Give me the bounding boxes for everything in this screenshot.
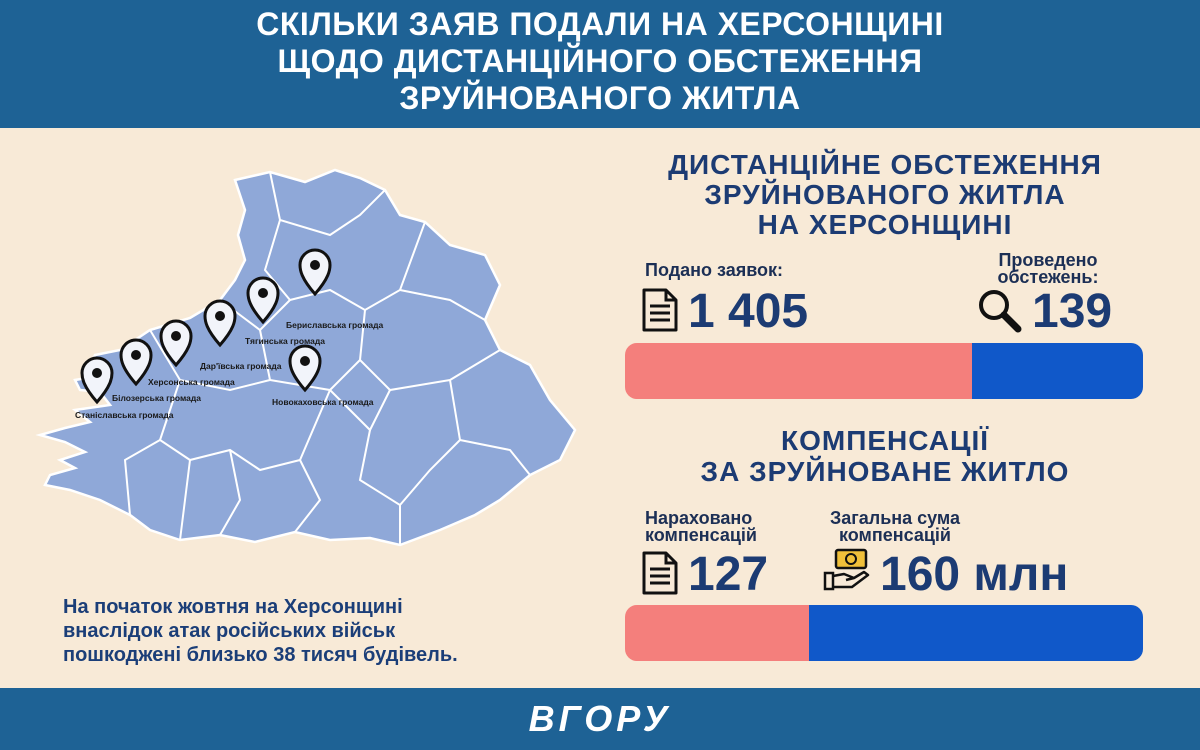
community-label: Бериславська громада bbox=[286, 320, 384, 330]
document-icon bbox=[642, 551, 678, 595]
inspection-section-title: ДИСТАНЦІЙНЕ ОБСТЕЖЕННЯ ЗРУЙНОВАНОГО ЖИТЛ… bbox=[620, 150, 1150, 240]
community-label: Станіславська громада bbox=[75, 410, 174, 420]
label-line: обстежень: bbox=[997, 267, 1099, 287]
label-line: Проведено bbox=[998, 250, 1098, 270]
label-line: компенсацій bbox=[839, 525, 951, 545]
page-title-line: ЩОДО ДИСТАНЦІЙНОГО ОБСТЕЖЕННЯ bbox=[277, 43, 923, 79]
map-pin-icon bbox=[119, 338, 153, 387]
label-line: Загальна сума bbox=[829, 508, 961, 528]
compensation-section-title: КОМПЕНСАЦІЇ ЗА ЗРУЙНОВАНЕ ЖИТЛО bbox=[620, 425, 1150, 487]
accrued-label: Нараховано компенсацій bbox=[645, 508, 757, 545]
community-label: Херсонська громада bbox=[148, 377, 235, 387]
map-pin-icon bbox=[159, 319, 193, 368]
community-label: Тягинська громада bbox=[245, 336, 325, 346]
note-line: пошкоджені близько 38 тисяч будівель. bbox=[63, 644, 458, 666]
compensation-progress-bar bbox=[625, 605, 1143, 661]
applications-label: Подано заявок: bbox=[645, 260, 784, 280]
magnifier-icon bbox=[979, 290, 1022, 333]
total-sum-value: 160 млн bbox=[880, 548, 1069, 601]
section-title-line: КОМПЕНСАЦІЇ bbox=[781, 425, 989, 456]
section-title-line: НА ХЕРСОНЩИНІ bbox=[757, 209, 1013, 240]
kherson-region-map: Бериславська громада Тягинська громада Д… bbox=[35, 168, 577, 547]
note-line: На початок жовтня на Херсонщині bbox=[63, 596, 403, 618]
damage-note: На початок жовтня на Херсонщині внаслідо… bbox=[63, 595, 583, 667]
page-title-line: СКІЛЬКИ ЗАЯВ ПОДАЛИ НА ХЕРСОНЩИНІ bbox=[256, 6, 944, 42]
community-label: Новокаховська громада bbox=[272, 397, 374, 407]
map-pins bbox=[80, 248, 332, 405]
inspections-bar-segment bbox=[972, 343, 1143, 399]
map-labels: Бериславська громада Тягинська громада Д… bbox=[75, 320, 384, 420]
page-title-line: ЗРУЙНОВАНОГО ЖИТЛА bbox=[399, 80, 801, 116]
section-title-line: ЗА ЗРУЙНОВАНЕ ЖИТЛО bbox=[700, 456, 1070, 487]
map-pin-icon bbox=[203, 299, 237, 348]
inspections-label: Проведено обстежень: bbox=[978, 250, 1118, 287]
header-banner: СКІЛЬКИ ЗАЯВ ПОДАЛИ НА ХЕРСОНЩИНІ ЩОДО Д… bbox=[0, 0, 1200, 128]
total-sum-label: Загальна сума компенсацій bbox=[820, 508, 970, 545]
map-pin-icon bbox=[80, 356, 114, 405]
document-icon bbox=[642, 288, 678, 332]
accrued-bar-segment bbox=[625, 605, 809, 661]
page-title: СКІЛЬКИ ЗАЯВ ПОДАЛИ НА ХЕРСОНЩИНІ ЩОДО Д… bbox=[0, 0, 1200, 117]
accrued-value: 127 bbox=[688, 548, 769, 601]
footer-banner: ВГОРУ bbox=[0, 688, 1200, 750]
label-line: компенсацій bbox=[645, 525, 757, 545]
map-pin-icon bbox=[246, 276, 280, 325]
money-hand-icon bbox=[823, 548, 870, 591]
note-line: внаслідок атак російських військ bbox=[63, 620, 396, 642]
map-pin-icon bbox=[298, 248, 332, 297]
total-bar-segment bbox=[808, 605, 1143, 661]
inspections-value: 139 bbox=[1032, 285, 1113, 338]
community-label: Білозерська громада bbox=[112, 393, 201, 403]
inspection-progress-bar bbox=[625, 343, 1143, 399]
label-line: Нараховано bbox=[645, 508, 753, 528]
map-pin-icon bbox=[288, 344, 322, 393]
applications-value: 1 405 bbox=[688, 285, 809, 338]
community-label: Дар'ївська громада bbox=[200, 361, 282, 371]
section-title-line: ДИСТАНЦІЙНЕ ОБСТЕЖЕННЯ bbox=[668, 149, 1102, 180]
section-title-line: ЗРУЙНОВАНОГО ЖИТЛА bbox=[704, 179, 1066, 210]
district-borders bbox=[123, 171, 531, 545]
logo: ВГОРУ bbox=[528, 698, 672, 739]
applications-bar-segment bbox=[625, 343, 973, 399]
